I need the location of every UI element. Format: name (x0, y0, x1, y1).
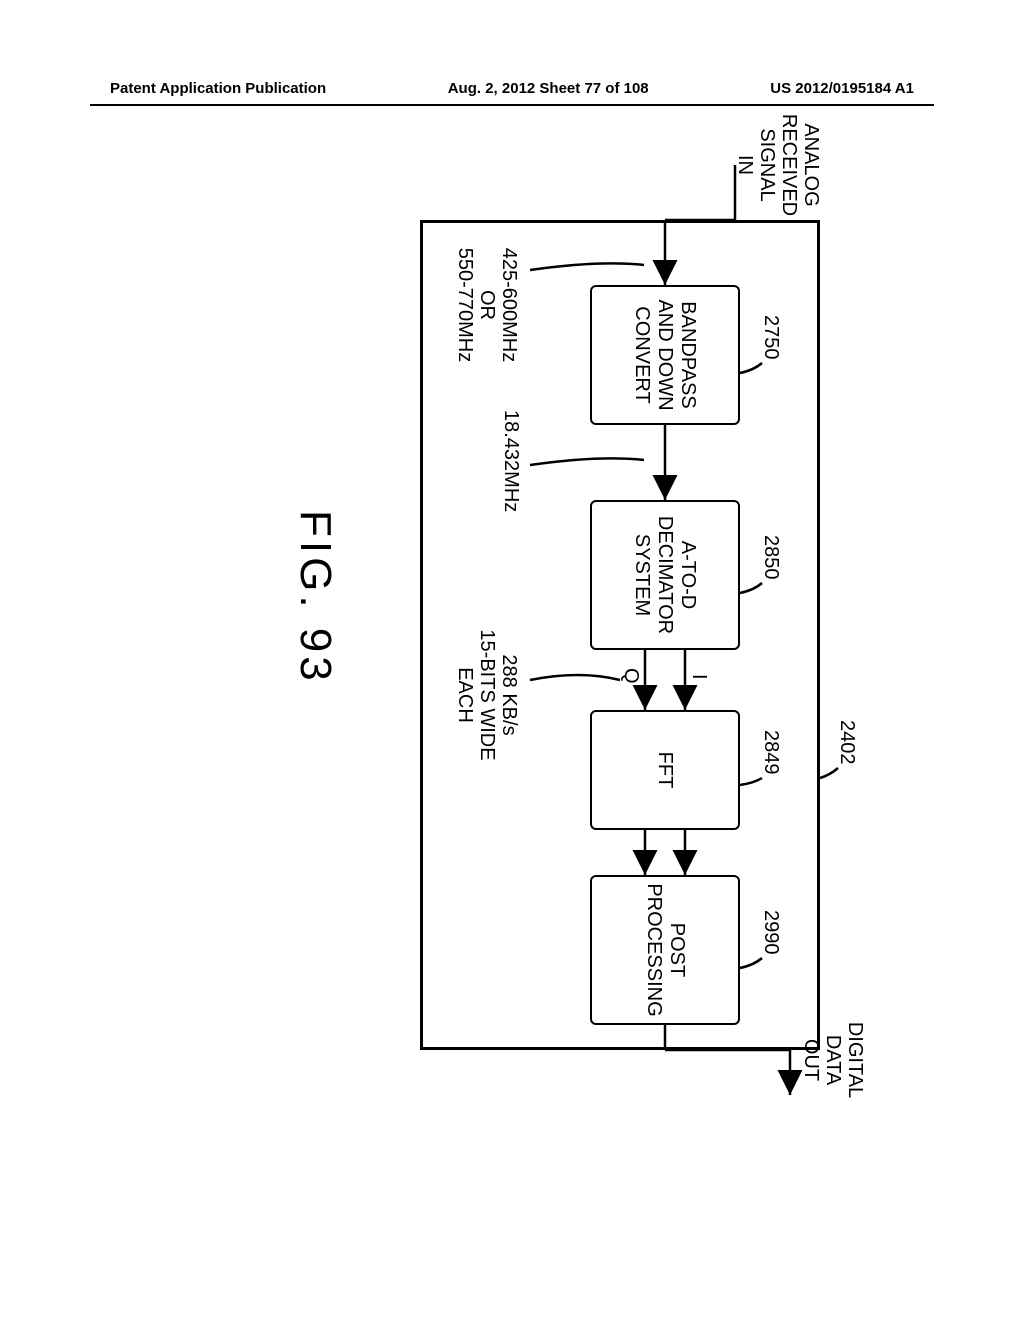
header-left: Patent Application Publication (110, 80, 326, 97)
block-diagram: BANDPASS AND DOWN CONVERT A-TO-D DECIMAT… (180, 170, 840, 1070)
header-rule (90, 104, 934, 106)
signal-wires (180, 170, 840, 1070)
diagram-slot: BANDPASS AND DOWN CONVERT A-TO-D DECIMAT… (180, 170, 840, 1070)
header-center: Aug. 2, 2012 Sheet 77 of 108 (448, 80, 649, 97)
header-right: US 2012/0195184 A1 (770, 80, 914, 97)
page-header: Patent Application Publication Aug. 2, 2… (0, 80, 1024, 97)
